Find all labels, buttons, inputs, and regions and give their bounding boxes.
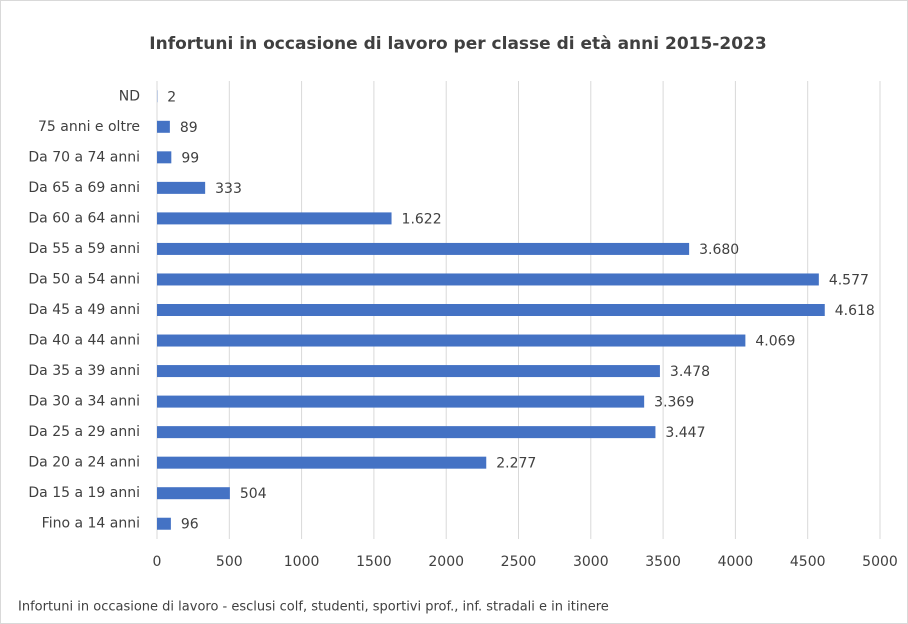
y-tick-label: Da 50 a 54 anni (28, 271, 140, 287)
data-label: 1.622 (402, 211, 442, 227)
bar (157, 456, 487, 469)
data-label: 4.069 (755, 334, 795, 350)
y-tick-label: ND (119, 88, 140, 104)
y-tick-label: Da 45 a 49 anni (28, 302, 140, 318)
bar (157, 273, 819, 286)
x-tick-label: 2000 (428, 554, 464, 570)
x-tick-label: 0 (153, 554, 162, 570)
bar (157, 487, 230, 500)
bar (157, 334, 746, 347)
bar (157, 517, 171, 530)
data-label: 4.618 (835, 303, 875, 319)
data-label: 3.369 (654, 395, 694, 411)
x-tick-label: 1500 (356, 554, 392, 570)
data-label: 89 (180, 120, 198, 136)
bar (157, 426, 656, 439)
data-label: 99 (181, 150, 199, 166)
y-tick-label: Da 70 a 74 anni (28, 149, 140, 165)
y-tick-label: Da 60 a 64 anni (28, 210, 140, 226)
data-label: 3.478 (670, 364, 710, 380)
x-tick-label: 500 (216, 554, 243, 570)
data-label: 2.277 (496, 456, 536, 472)
data-label: 504 (240, 486, 267, 502)
chart-note: Infortuni in occasione di lavoro - esclu… (18, 600, 609, 615)
data-label: 333 (215, 181, 242, 197)
data-label: 3.447 (665, 425, 705, 441)
bar (157, 395, 645, 408)
y-tick-label: Da 65 a 69 anni (28, 180, 140, 196)
x-tick-label: 5000 (862, 554, 898, 570)
bar (157, 212, 392, 225)
data-label: 3.680 (699, 242, 739, 258)
chart-title: Infortuni in occasione di lavoro per cla… (149, 34, 766, 54)
y-tick-label: Da 30 a 34 anni (28, 394, 140, 410)
y-tick-label: 75 anni e oltre (38, 119, 140, 135)
data-label: 96 (181, 517, 199, 533)
x-tick-label: 3000 (573, 554, 609, 570)
x-tick-label: 2500 (501, 554, 537, 570)
bar (157, 120, 170, 133)
x-tick-label: 1000 (284, 554, 320, 570)
bar (157, 304, 825, 316)
bar (157, 242, 690, 255)
x-tick-label: 4500 (790, 554, 826, 570)
y-tick-label: Da 55 a 59 anni (28, 241, 140, 257)
y-tick-label: Da 15 a 19 anni (28, 485, 140, 501)
y-tick-label: Da 20 a 24 anni (28, 455, 140, 471)
bar (157, 365, 660, 378)
bar (157, 151, 172, 164)
x-tick-label: 3500 (645, 554, 681, 570)
y-tick-label: Fino a 14 anni (42, 516, 140, 532)
bar (157, 181, 206, 194)
x-tick-label: 4000 (718, 554, 754, 570)
y-tick-label: Da 35 a 39 anni (28, 363, 140, 379)
y-tick-label: Da 25 a 29 anni (28, 424, 140, 440)
y-tick-label: Da 40 a 44 anni (28, 333, 140, 349)
data-label: 4.577 (829, 272, 869, 288)
data-label: 2 (167, 89, 176, 105)
